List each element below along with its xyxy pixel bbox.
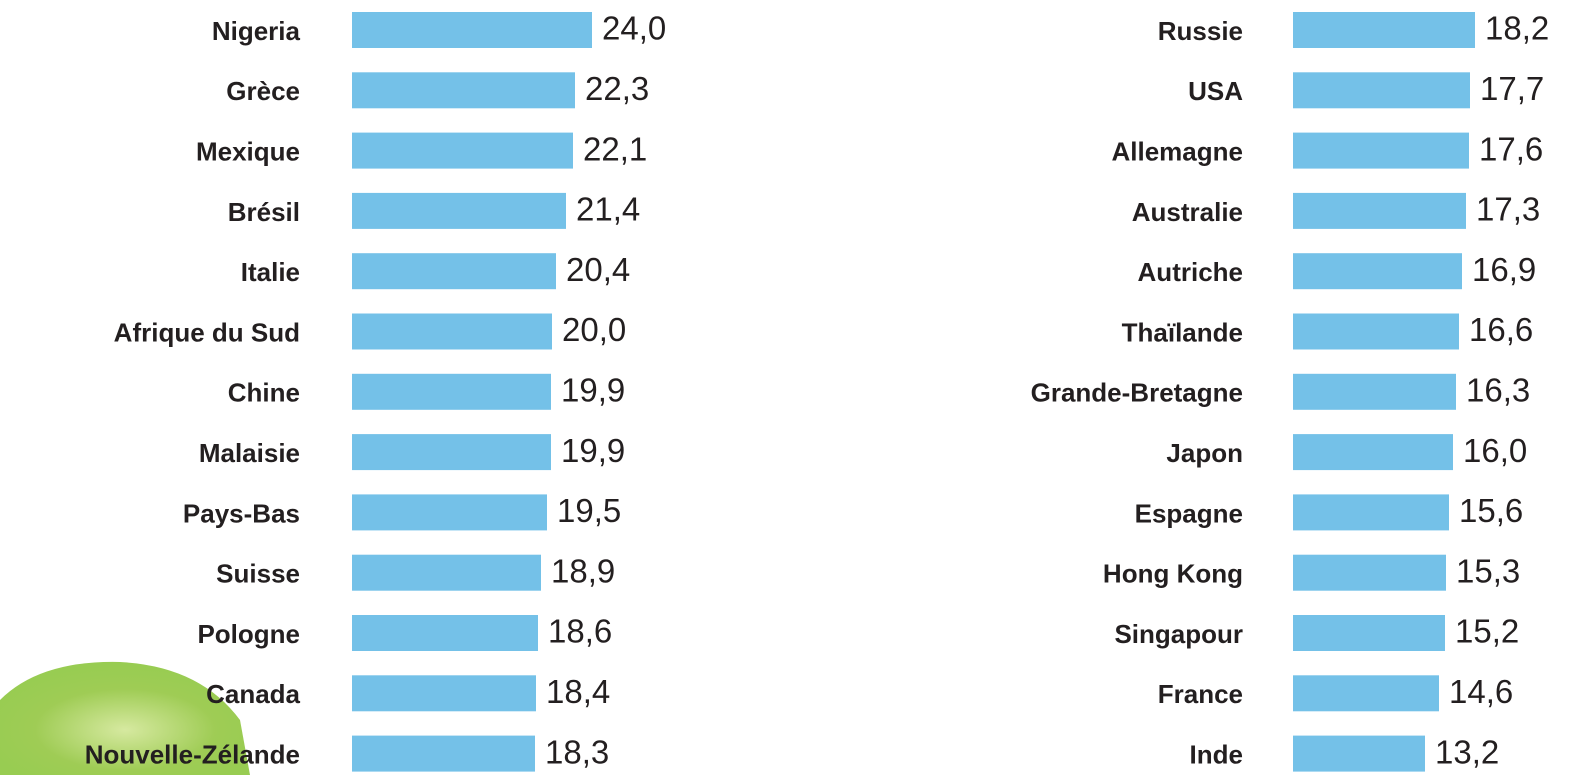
value-label: 18,4 — [546, 673, 610, 710]
value-label: 16,6 — [1469, 311, 1533, 348]
value-label: 16,9 — [1472, 251, 1536, 288]
bar — [352, 675, 536, 711]
value-label: 24,0 — [602, 10, 666, 47]
category-label: Russie — [1158, 16, 1243, 46]
category-label: Thaïlande — [1122, 317, 1243, 347]
category-label: Grèce — [226, 76, 300, 106]
bar — [1293, 736, 1425, 772]
category-label: Allemagne — [1112, 136, 1244, 166]
value-label: 18,3 — [545, 733, 609, 770]
value-label: 18,2 — [1485, 10, 1549, 47]
bar — [1293, 314, 1459, 350]
category-label: Canada — [206, 679, 300, 709]
value-label: 17,3 — [1476, 191, 1540, 228]
bar — [1293, 555, 1446, 591]
category-label: Suisse — [216, 559, 300, 589]
category-label: Australie — [1132, 197, 1243, 227]
bar — [352, 133, 573, 169]
category-label: Singapour — [1114, 619, 1243, 649]
bar — [352, 193, 566, 229]
category-label: Malaisie — [199, 438, 300, 468]
bar — [352, 314, 552, 350]
category-label: Mexique — [196, 136, 300, 166]
bar — [1293, 434, 1453, 470]
bar — [1293, 12, 1475, 48]
value-label: 15,3 — [1456, 552, 1520, 589]
bar — [1293, 72, 1470, 108]
category-label: Italie — [241, 257, 300, 287]
category-label: Espagne — [1135, 498, 1243, 528]
value-label: 17,7 — [1480, 70, 1544, 107]
value-label: 14,6 — [1449, 673, 1513, 710]
bar — [352, 12, 592, 48]
value-label: 16,0 — [1463, 432, 1527, 469]
chart: Nigeria 24,0 Grèce 22,3 Mexique 22,1 Brésil 21,… — [0, 0, 1573, 775]
category-label: Grande-Bretagne — [1031, 378, 1243, 408]
bar — [352, 72, 575, 108]
value-label: 22,3 — [585, 70, 649, 107]
category-label: Brésil — [228, 197, 300, 227]
category-label: France — [1158, 679, 1243, 709]
value-label: 13,2 — [1435, 733, 1499, 770]
category-label: Afrique du Sud — [114, 317, 300, 347]
bar — [1293, 193, 1466, 229]
bar — [1293, 615, 1445, 651]
bar — [1293, 253, 1462, 289]
bar — [1293, 374, 1456, 410]
value-label: 17,6 — [1479, 130, 1543, 167]
value-label: 15,6 — [1459, 492, 1523, 529]
value-label: 19,5 — [557, 492, 621, 529]
value-label: 20,4 — [566, 251, 630, 288]
bar — [1293, 133, 1469, 169]
category-label: Hong Kong — [1103, 559, 1243, 589]
bar — [352, 615, 538, 651]
bar — [352, 374, 551, 410]
bar — [352, 494, 547, 530]
value-label: 22,1 — [583, 130, 647, 167]
bar — [352, 253, 556, 289]
category-label: Japon — [1166, 438, 1243, 468]
category-label: Autriche — [1138, 257, 1243, 287]
bar — [352, 736, 535, 772]
value-label: 15,2 — [1455, 613, 1519, 650]
category-label: Nigeria — [212, 16, 301, 46]
bar — [352, 434, 551, 470]
category-label: Pologne — [197, 619, 300, 649]
value-label: 16,3 — [1466, 372, 1530, 409]
value-label: 19,9 — [561, 372, 625, 409]
bar — [1293, 675, 1439, 711]
value-label: 21,4 — [576, 191, 640, 228]
category-label: Pays-Bas — [183, 498, 300, 528]
category-label: Inde — [1190, 739, 1243, 769]
category-label: USA — [1188, 76, 1243, 106]
bar — [352, 555, 541, 591]
bar — [1293, 494, 1449, 530]
value-label: 18,6 — [548, 613, 612, 650]
value-label: 20,0 — [562, 311, 626, 348]
value-label: 18,9 — [551, 552, 615, 589]
category-label: Chine — [228, 378, 300, 408]
value-label: 19,9 — [561, 432, 625, 469]
category-label: Nouvelle-Zélande — [85, 739, 300, 769]
